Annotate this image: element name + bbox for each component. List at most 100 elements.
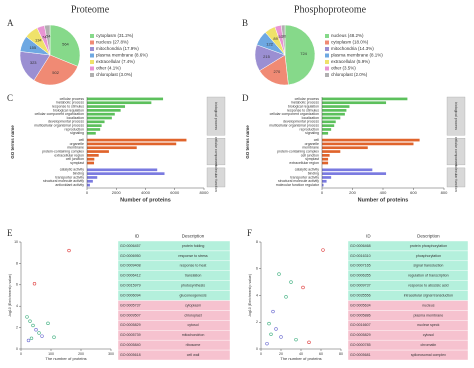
- category-label: extracellular region: [54, 153, 84, 157]
- cell: GO:0007165: [350, 264, 371, 268]
- point: [294, 337, 298, 342]
- panel-label: B: [242, 18, 248, 28]
- group-label: biological process: [454, 102, 458, 130]
- category-label: cellular component organization: [35, 112, 84, 116]
- legend-swatch: [325, 73, 329, 77]
- cell: GO:0006094: [120, 293, 141, 297]
- category-label: metabolic process: [56, 101, 84, 105]
- group-strip: [206, 96, 226, 136]
- bar: [322, 116, 341, 120]
- point: [277, 272, 281, 276]
- y-axis-label: GO terms name: [10, 125, 15, 159]
- category-label: protein-containing complex: [42, 149, 84, 153]
- legend-swatch: [90, 60, 94, 64]
- bar: [87, 142, 177, 146]
- cell: GO:0009507: [120, 313, 141, 317]
- cell: mitochondrion: [182, 333, 205, 337]
- bar: [322, 168, 373, 172]
- bar: [322, 176, 332, 179]
- category-label: binding: [73, 172, 84, 176]
- y-axis-label: GO terms name: [245, 125, 250, 159]
- bar: [322, 120, 336, 124]
- category-label: response to stimulus: [52, 104, 84, 108]
- cell: nuclear speck: [417, 323, 439, 327]
- bar: [87, 154, 99, 157]
- slice-count: 122: [266, 42, 273, 47]
- bar: [322, 112, 345, 116]
- x-tick-label: 4000: [141, 190, 151, 195]
- point: [32, 282, 37, 286]
- category-label: symplast: [305, 157, 319, 161]
- x-tick-label: 400: [380, 190, 387, 195]
- group-strip: [446, 167, 466, 188]
- bar: [87, 112, 115, 116]
- bar: [87, 131, 96, 135]
- group-strip: [446, 138, 466, 166]
- cell: GO:0005739: [120, 333, 141, 337]
- cell: response to abscisic acid: [408, 284, 448, 288]
- bar: [87, 105, 126, 108]
- group-strip: [446, 96, 466, 136]
- x-axis-label: Number of proteins: [358, 197, 409, 203]
- cell: nucleus: [422, 303, 435, 307]
- legend-label: plasma membrane (8.6%): [96, 53, 148, 58]
- column-header: Description: [417, 234, 440, 239]
- cell: GO:0016310: [350, 254, 371, 258]
- panel-title: Phosphoproteome: [294, 4, 367, 15]
- category-label: structural molecule activity: [278, 179, 319, 183]
- bar: [322, 142, 414, 146]
- pie-slice: [44, 24, 51, 56]
- y-axis-label: -log10 (Enrichment p value): [248, 274, 252, 317]
- point: [29, 336, 34, 340]
- bar: [87, 97, 164, 101]
- category-label: catalytic activity: [295, 168, 320, 172]
- legend-label: chloroplast (3.0%): [96, 72, 133, 77]
- bar: [87, 124, 102, 127]
- bar: [322, 157, 329, 161]
- bar: [322, 124, 335, 127]
- point: [301, 285, 305, 290]
- category-label: multicellular organismal process: [269, 124, 319, 128]
- x-tick-label: 800: [441, 190, 448, 195]
- x-tick-label: 8000: [200, 190, 210, 195]
- cell: GO:0005634: [350, 303, 371, 307]
- bar: [87, 101, 152, 105]
- y-tick-label: 10: [14, 240, 18, 244]
- x-tick-label: 0: [260, 352, 262, 356]
- point: [279, 335, 283, 339]
- slice-count: 89: [273, 36, 278, 41]
- legend-label: extracellular (7.4%): [96, 59, 135, 64]
- bar: [322, 131, 329, 135]
- x-tick-label: 600: [410, 190, 417, 195]
- cell: cell wall: [187, 353, 200, 357]
- category-label: cell: [79, 138, 84, 142]
- x-tick-label: 6000: [170, 190, 180, 195]
- cell: GO:0006412: [120, 274, 141, 278]
- pie-slice: [33, 54, 79, 86]
- x-tick-label: 100: [48, 352, 54, 356]
- point: [37, 331, 41, 335]
- point: [40, 334, 44, 338]
- x-tick-label: 40: [299, 352, 303, 356]
- bar: [87, 138, 187, 142]
- slice-count: 134: [35, 38, 42, 43]
- x-tick-label: 300: [108, 352, 114, 356]
- bar: [87, 176, 98, 179]
- group-label: biological process: [214, 102, 218, 130]
- category-label: membrane: [67, 146, 84, 150]
- bar: [322, 97, 408, 101]
- bar: [87, 109, 121, 112]
- y-tick-label: 6: [16, 283, 18, 287]
- point: [284, 295, 288, 299]
- bar: [87, 128, 101, 131]
- cell: intracellular signal transduction: [404, 293, 453, 297]
- category-label: cellular process: [60, 97, 85, 101]
- y-tick-label: 4: [256, 293, 258, 297]
- y-tick-label: 0: [16, 347, 18, 351]
- category-label: developmental process: [283, 120, 319, 124]
- x-tick-label: 20: [279, 352, 283, 356]
- legend-label: cytoplasm (18.0%): [331, 40, 369, 45]
- group-strip: [206, 138, 226, 166]
- legend-swatch: [90, 73, 94, 77]
- cell: translation: [185, 274, 202, 278]
